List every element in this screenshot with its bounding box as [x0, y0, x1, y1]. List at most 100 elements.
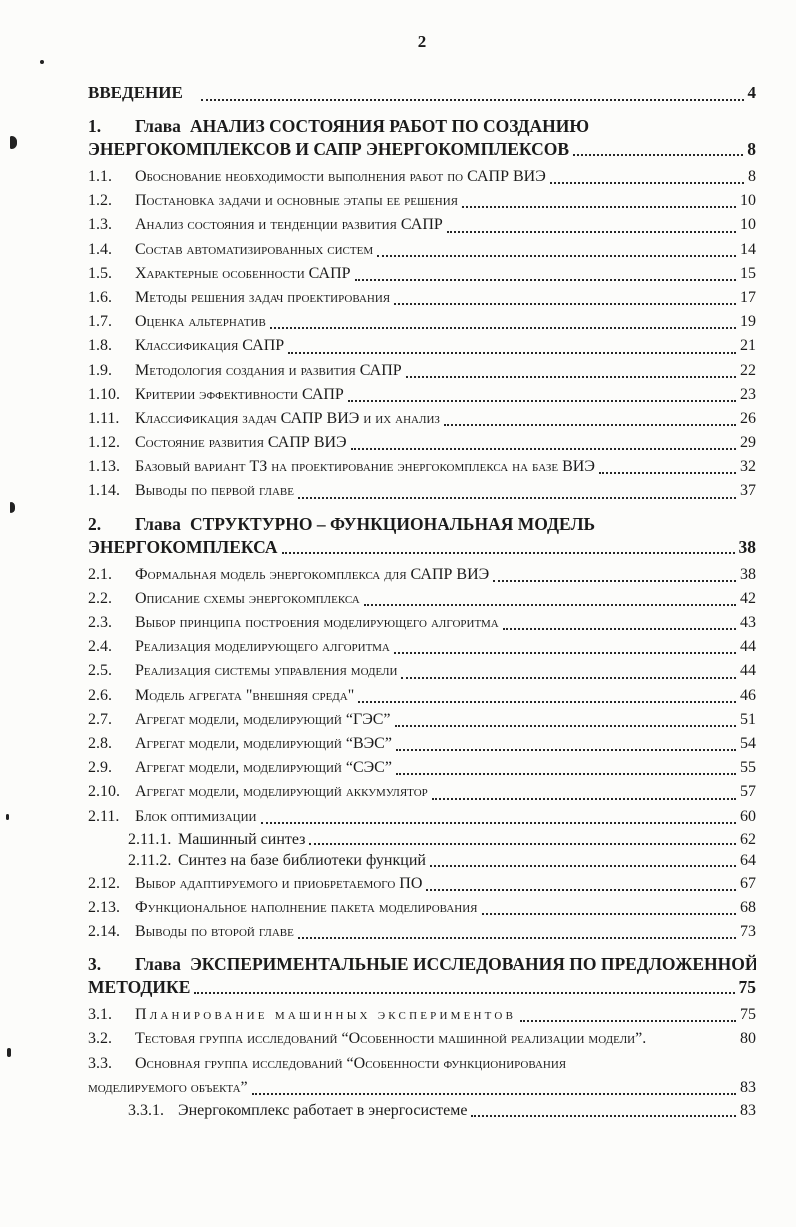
item-title: Планирование машинных экспериментов: [135, 1006, 517, 1024]
dot-leader: [401, 676, 736, 679]
toc-item: 1.10. Критерии эффективности САПР 23: [88, 383, 756, 407]
page-ref: 83: [740, 1102, 756, 1119]
item-title: Энергокомплекс работает в энергосистеме: [178, 1102, 468, 1119]
dot-leader: [288, 351, 736, 354]
page-ref: 43: [740, 614, 756, 631]
dot-leader: [446, 230, 736, 233]
toc-item: 1.14. Выводы по первой главе 37: [88, 479, 756, 503]
toc-item: 2.2. Описание схемы энергокомплекса 42: [88, 587, 756, 611]
dot-leader: [426, 888, 736, 891]
item-number: 2.1.: [88, 565, 112, 583]
item-number: 1.13.: [88, 458, 120, 476]
page-ref: 8: [747, 139, 756, 159]
item-title: Тестовая группа исследований “Особенност…: [135, 1030, 647, 1048]
dot-leader: [269, 327, 736, 330]
item-number: 2.9.: [88, 759, 112, 777]
page-ref: 29: [740, 434, 756, 452]
item-title: Агрегат модели, моделирующий аккумулятор: [135, 783, 428, 801]
page-ref: 46: [740, 686, 756, 704]
item-title: Описание схемы энергокомплекса: [135, 589, 360, 607]
item-number: 1.14.: [88, 482, 120, 500]
toc-item: 2.5. Реализация системы управления модели…: [88, 659, 756, 683]
chapter-title-continued: ЭНЕРГОКОМПЛЕКСА: [88, 536, 278, 557]
toc-item: 1.7. Оценка альтернатив 19: [88, 310, 756, 334]
page-ref: 42: [740, 589, 756, 607]
toc-item: 1.8. Классификация САПР 21: [88, 334, 756, 358]
toc-item: 2.12. Выбор адаптируемого и приобретаемог…: [88, 872, 756, 896]
item-title: Выводы по первой главе: [135, 482, 294, 500]
item-title: Реализация системы управления модели: [135, 662, 398, 680]
page-ref: 8: [748, 168, 756, 185]
page-ref: 19: [740, 313, 756, 331]
item-number: 3.3.1.: [128, 1102, 164, 1119]
toc-item: 1.9. Методология создания и развития САПР…: [88, 359, 756, 383]
scan-artifact-mark: [10, 502, 15, 513]
chapter-heading-line2: ЭНЕРГОКОМПЛЕКСА 38: [88, 536, 756, 559]
dot-leader: [598, 472, 736, 475]
item-number: 2.8.: [88, 734, 112, 752]
dot-leader: [429, 864, 736, 867]
page-ref: 51: [740, 710, 756, 728]
item-title: Характерные особенности САПР: [135, 264, 351, 282]
toc-item: 3.3. Основная группа исследований “Особен…: [88, 1052, 756, 1076]
toc-item: 3.1. Планирование машинных экспериментов 7…: [88, 1003, 756, 1027]
item-number: 1.11.: [88, 409, 120, 427]
dot-leader: [251, 1093, 736, 1095]
item-title: Агрегат модели, моделирующий “ВЭС”: [135, 734, 392, 752]
item-number: 2.12.: [88, 874, 120, 892]
item-title: Машинный синтез: [178, 830, 306, 848]
item-title: Состояние развития САПР ВИЭ: [135, 434, 347, 452]
item-number: 1.4.: [88, 240, 112, 258]
toc-item: 2.8. Агрегат модели, моделирующий “ВЭС” 54: [88, 732, 756, 756]
toc-subitem: 2.11.2. Синтез на базе библиотеки функций…: [88, 850, 756, 872]
item-title: Реализация моделирующего алгоритма: [135, 638, 390, 656]
dot-leader: [363, 604, 736, 606]
item-number: 3.3.: [88, 1054, 112, 1072]
dot-leader: [260, 821, 736, 824]
dot-leader: [297, 496, 736, 499]
item-number: 1.5.: [88, 264, 112, 282]
item-title: Состав автоматизированных систем: [135, 240, 374, 258]
item-number: 1.6.: [88, 288, 112, 306]
page-ref: 4: [747, 83, 757, 102]
scan-artifact-mark: [6, 814, 9, 820]
item-title: Базовый вариант ТЗ на проектирование эне…: [135, 458, 595, 476]
dot-leader: [354, 278, 736, 281]
item-number: 1.7.: [88, 313, 112, 331]
chapter-heading-line2: ЭНЕРГОКОМПЛЕКСОВ И САПР ЭНЕРГОКОМПЛЕКСОВ…: [88, 138, 756, 161]
dot-leader: [443, 424, 736, 427]
item-title: Агрегат модели, моделирующий “СЭС”: [135, 759, 392, 777]
page-ref: 38: [740, 565, 756, 583]
chapter-heading-line1: 1. Глава АНАЛИЗ СОСТОЯНИЯ РАБОТ ПО СОЗДАНИ…: [88, 115, 756, 138]
page-ref: 22: [740, 361, 756, 379]
chapter-number: 2.: [88, 513, 102, 534]
page-ref: 57: [740, 783, 756, 801]
item-number: 2.2.: [88, 589, 112, 607]
dot-leader: [297, 937, 736, 940]
dot-leader: [350, 448, 736, 451]
item-title: Классификация задач САПР ВИЭ и их анализ: [135, 409, 440, 427]
toc-item: 2.10. Агрегат модели, моделирующий аккуму…: [88, 780, 756, 804]
page-ref: 64: [740, 852, 756, 870]
item-title: Выводы по второй главе: [135, 923, 294, 941]
dot-leader: [347, 399, 736, 402]
item-title: Методы решения задач проектирования: [135, 288, 391, 306]
chapter-title: АНАЛИЗ СОСТОЯНИЯ РАБОТ ПО СОЗДАНИЮ: [189, 116, 590, 136]
toc-subitem: 3.3.1. Энергокомплекс работает в энергоси…: [88, 1100, 756, 1122]
page-number: 2: [417, 32, 427, 51]
toc-item: 1.13. Базовый вариант ТЗ на проектировани…: [88, 455, 756, 479]
scan-artifact-mark: [7, 1048, 11, 1057]
page-ref: 75: [740, 1006, 756, 1024]
toc-chapter-heading: 1. Глава АНАЛИЗ СОСТОЯНИЯ РАБОТ ПО СОЗДАНИ…: [88, 115, 756, 161]
dot-leader: [394, 724, 736, 727]
chapter-word: Глава: [135, 954, 181, 975]
item-title: Классификация САПР: [135, 337, 285, 355]
toc-item: 1.3. Анализ состояния и тенденции развити…: [88, 213, 756, 237]
dot-leader: [395, 749, 736, 752]
page-ref: 10: [740, 216, 756, 234]
dot-leader: [358, 700, 736, 703]
dot-leader: [393, 652, 736, 655]
item-title: Оценка альтернатив: [135, 313, 266, 331]
dot-leader: [395, 773, 736, 776]
page-ref: 38: [738, 536, 757, 557]
